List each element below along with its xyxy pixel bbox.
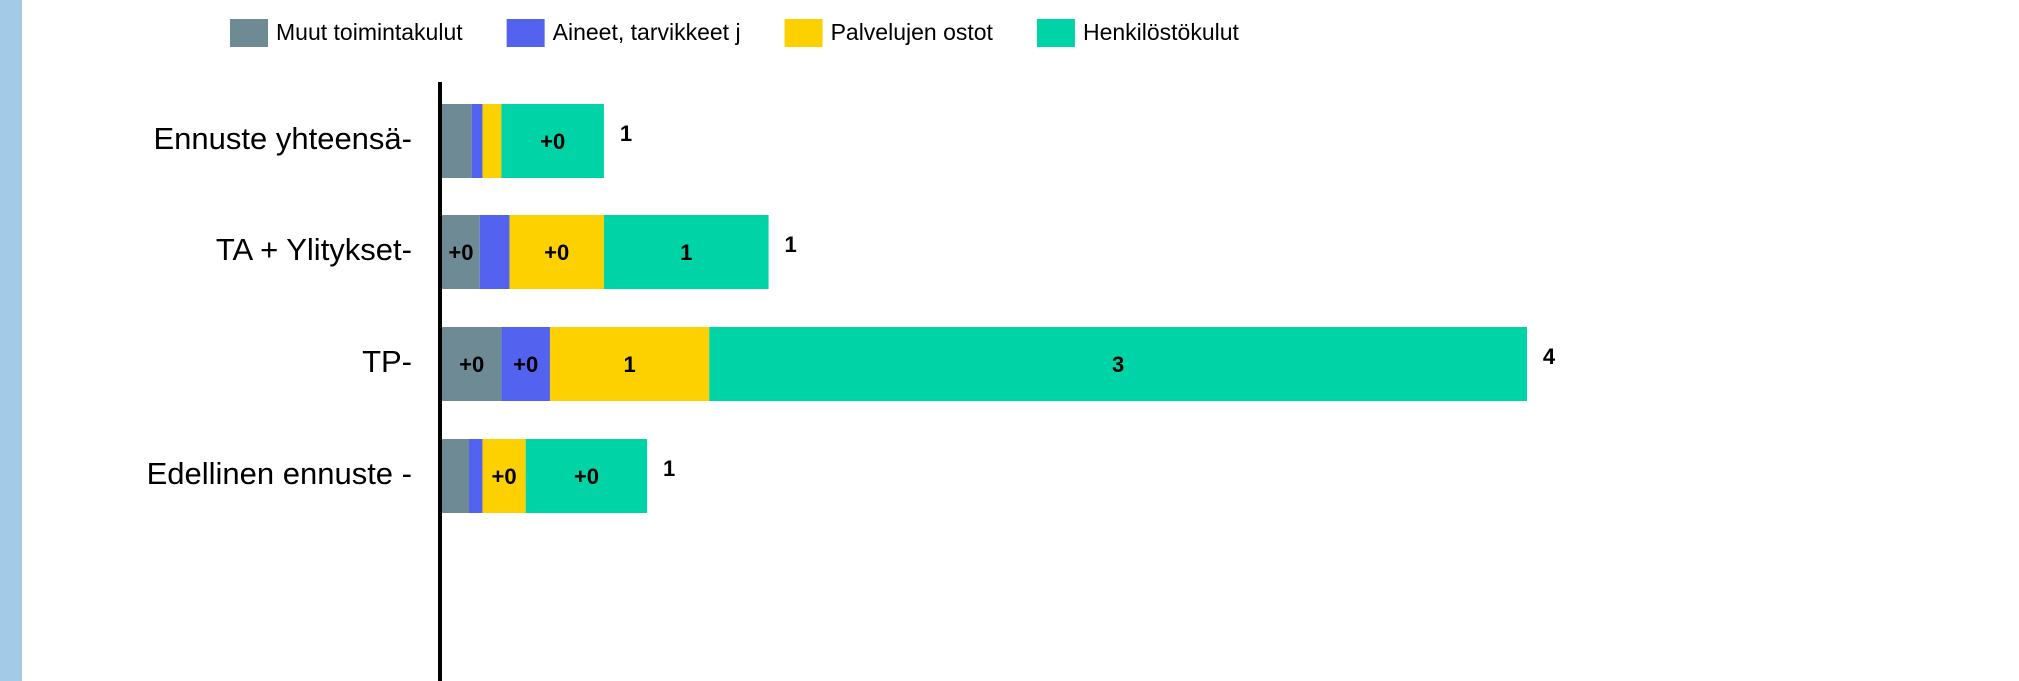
y-tick-label: TP- xyxy=(362,344,412,379)
value-label: 3 xyxy=(1112,352,1124,377)
legend-swatch xyxy=(1036,19,1075,47)
y-tick-label: Ennuste yhteensä- xyxy=(153,121,412,156)
bar-segment xyxy=(442,104,472,178)
bar-segment xyxy=(501,104,604,178)
total-label: 4 xyxy=(1543,344,1556,369)
bar-segment xyxy=(442,215,480,289)
value-label: +0 xyxy=(540,129,565,154)
bar-segment xyxy=(468,439,483,513)
bar-segment xyxy=(603,215,769,289)
total-label: 1 xyxy=(784,232,796,257)
legend-label: Aineet, tarvikkeet j xyxy=(553,19,741,45)
value-label: +0 xyxy=(459,352,484,377)
total-label: 1 xyxy=(663,456,675,481)
value-label: +0 xyxy=(448,240,473,265)
value-label: +0 xyxy=(544,240,569,265)
bar-segment xyxy=(709,327,1527,401)
legend-label: Henkilöstökulut xyxy=(1083,19,1240,45)
value-label: 1 xyxy=(623,352,635,377)
bar-segment xyxy=(549,327,710,401)
bar-segment xyxy=(442,327,502,401)
y-tick-label: Edellinen ennuste - xyxy=(147,456,412,491)
bar-segment xyxy=(525,439,648,513)
legend-swatch xyxy=(230,19,268,47)
side-strip xyxy=(0,0,22,681)
bar-segment xyxy=(479,215,510,289)
bar-segment xyxy=(501,327,550,401)
value-label: +0 xyxy=(513,352,538,377)
labels: Ennuste yhteensä- +0 1 TA + Ylitykset- +0 +0 1… xyxy=(147,19,1556,491)
legend-label: Palvelujen ostot xyxy=(831,19,994,45)
value-label: +0 xyxy=(492,464,517,489)
legend-label: Muut toimintakulut xyxy=(276,19,463,45)
value-label: 1 xyxy=(680,240,692,265)
y-tick-label: TA + Ylitykset- xyxy=(216,232,412,267)
bar-segment xyxy=(509,215,604,289)
bar-segment xyxy=(482,439,526,513)
bars xyxy=(442,104,1527,513)
bar-segment xyxy=(442,439,469,513)
value-label: +0 xyxy=(574,464,599,489)
total-label: 1 xyxy=(620,121,632,146)
legend-swatch xyxy=(784,19,823,47)
legend-swatch xyxy=(506,19,545,47)
bar-segment xyxy=(471,104,483,178)
bar-segment xyxy=(482,104,502,178)
